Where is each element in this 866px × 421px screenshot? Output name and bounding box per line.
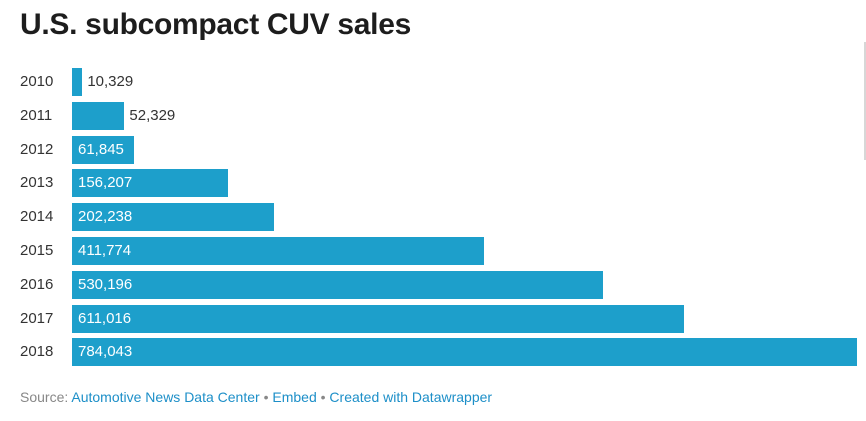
- value-label: 530,196: [78, 275, 133, 293]
- bar: [72, 338, 857, 367]
- value-label: 202,238: [78, 208, 133, 226]
- category-label: 2015: [20, 242, 54, 259]
- bar: [72, 237, 485, 265]
- value-label: 61,845: [78, 140, 124, 158]
- value-label: 411,774: [78, 242, 132, 259]
- bar: [72, 135, 134, 164]
- category-label: 2016: [20, 275, 54, 293]
- bar: [72, 101, 125, 130]
- value-label: 611,016: [78, 309, 132, 327]
- bar-row: 2014 202,238: [0, 203, 866, 232]
- bar-row: 2013 156,207: [0, 169, 866, 198]
- datawrapper-link[interactable]: Created with Datawrapper: [329, 389, 493, 405]
- embed-link[interactable]: Embed: [272, 389, 317, 405]
- category-label: 2018: [20, 343, 54, 361]
- bar-row: 2017 611,016: [0, 304, 866, 333]
- value-label: 52,329: [129, 106, 176, 124]
- source-label: Source:: [20, 389, 69, 405]
- bar-chart: 2010 10,329 2011 52,329 2012 61,845 2013 156,20…: [0, 68, 866, 373]
- source-link[interactable]: Automotive News Data Center: [71, 389, 260, 405]
- value-label: 784,043: [78, 343, 133, 361]
- footer-separator: •: [320, 389, 326, 405]
- bar: [72, 270, 603, 299]
- scrollbar[interactable]: [864, 42, 866, 160]
- bar: [72, 68, 83, 96]
- value-label: 10,329: [87, 73, 134, 90]
- bar-row: 2016 530,196: [0, 270, 866, 299]
- bar: [72, 203, 275, 232]
- category-label: 2014: [20, 208, 54, 226]
- category-label: 2012: [20, 140, 54, 158]
- footer-separator: •: [263, 389, 269, 405]
- bar-row: 2015 411,774: [0, 237, 866, 265]
- value-label: 156,207: [78, 174, 133, 192]
- bar: [72, 169, 229, 198]
- bar-row: 2010 10,329: [0, 68, 866, 96]
- bar-row: 2018 784,043: [0, 338, 866, 367]
- category-label: 2013: [20, 174, 54, 192]
- bar: [72, 304, 684, 333]
- bar-row: 2011 52,329: [0, 101, 866, 130]
- category-label: 2010: [20, 73, 54, 90]
- category-label: 2011: [20, 106, 53, 124]
- category-label: 2017: [20, 309, 54, 327]
- footer: Source: Automotive News Data Center • Em…: [20, 389, 492, 405]
- bar-row: 2012 61,845: [0, 135, 866, 164]
- chart-title: U.S. subcompact CUV sales: [20, 8, 411, 41]
